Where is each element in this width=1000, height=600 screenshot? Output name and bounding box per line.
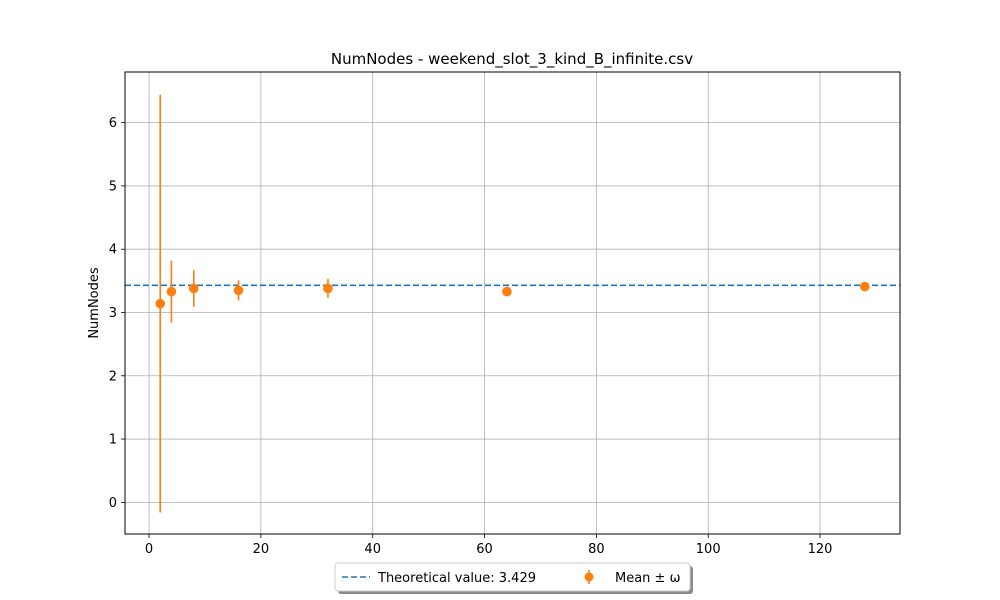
legend: Theoretical value: 3.429 Mean ± ω (334, 562, 693, 594)
legend-mean-label: Mean ± ω (615, 571, 680, 586)
x-tick-label: 20 (253, 542, 270, 557)
x-tick-label: 40 (364, 542, 381, 557)
y-tick-label: 1 (109, 433, 117, 448)
legend-theoretical-label: Theoretical value: 3.429 (377, 571, 536, 586)
x-tick-label: 120 (808, 542, 833, 557)
y-tick-label: 0 (109, 496, 117, 511)
y-tick-label: 5 (109, 179, 117, 194)
mean-point (323, 283, 333, 294)
tick-layer: 0 20 40 60 80 100 120 0 1 2 3 4 5 6 (109, 116, 833, 557)
mean-point (155, 298, 166, 309)
mean-point (188, 283, 199, 294)
mean-point (166, 286, 177, 297)
x-tick-label: 60 (476, 542, 493, 557)
x-tick-label: 0 (145, 542, 153, 557)
legend-box (334, 562, 691, 592)
mean-point (502, 286, 512, 297)
y-tick-label: 2 (109, 369, 117, 384)
y-tick-label: 4 (109, 243, 117, 258)
y-tick-label: 6 (109, 116, 117, 131)
grid (125, 72, 900, 534)
plot-frame (124, 71, 901, 535)
mean-point (859, 281, 870, 292)
legend-mean-marker-swatch (584, 572, 594, 582)
x-tick-label: 80 (588, 542, 605, 557)
chart-title: NumNodes - weekend_slot_3_kind_B_infinit… (331, 50, 693, 69)
mean-point (233, 285, 244, 296)
y-tick-label: 3 (109, 306, 117, 321)
data-layer (155, 94, 870, 513)
y-axis-label: NumNodes (87, 267, 102, 339)
x-tick-label: 100 (696, 542, 721, 557)
